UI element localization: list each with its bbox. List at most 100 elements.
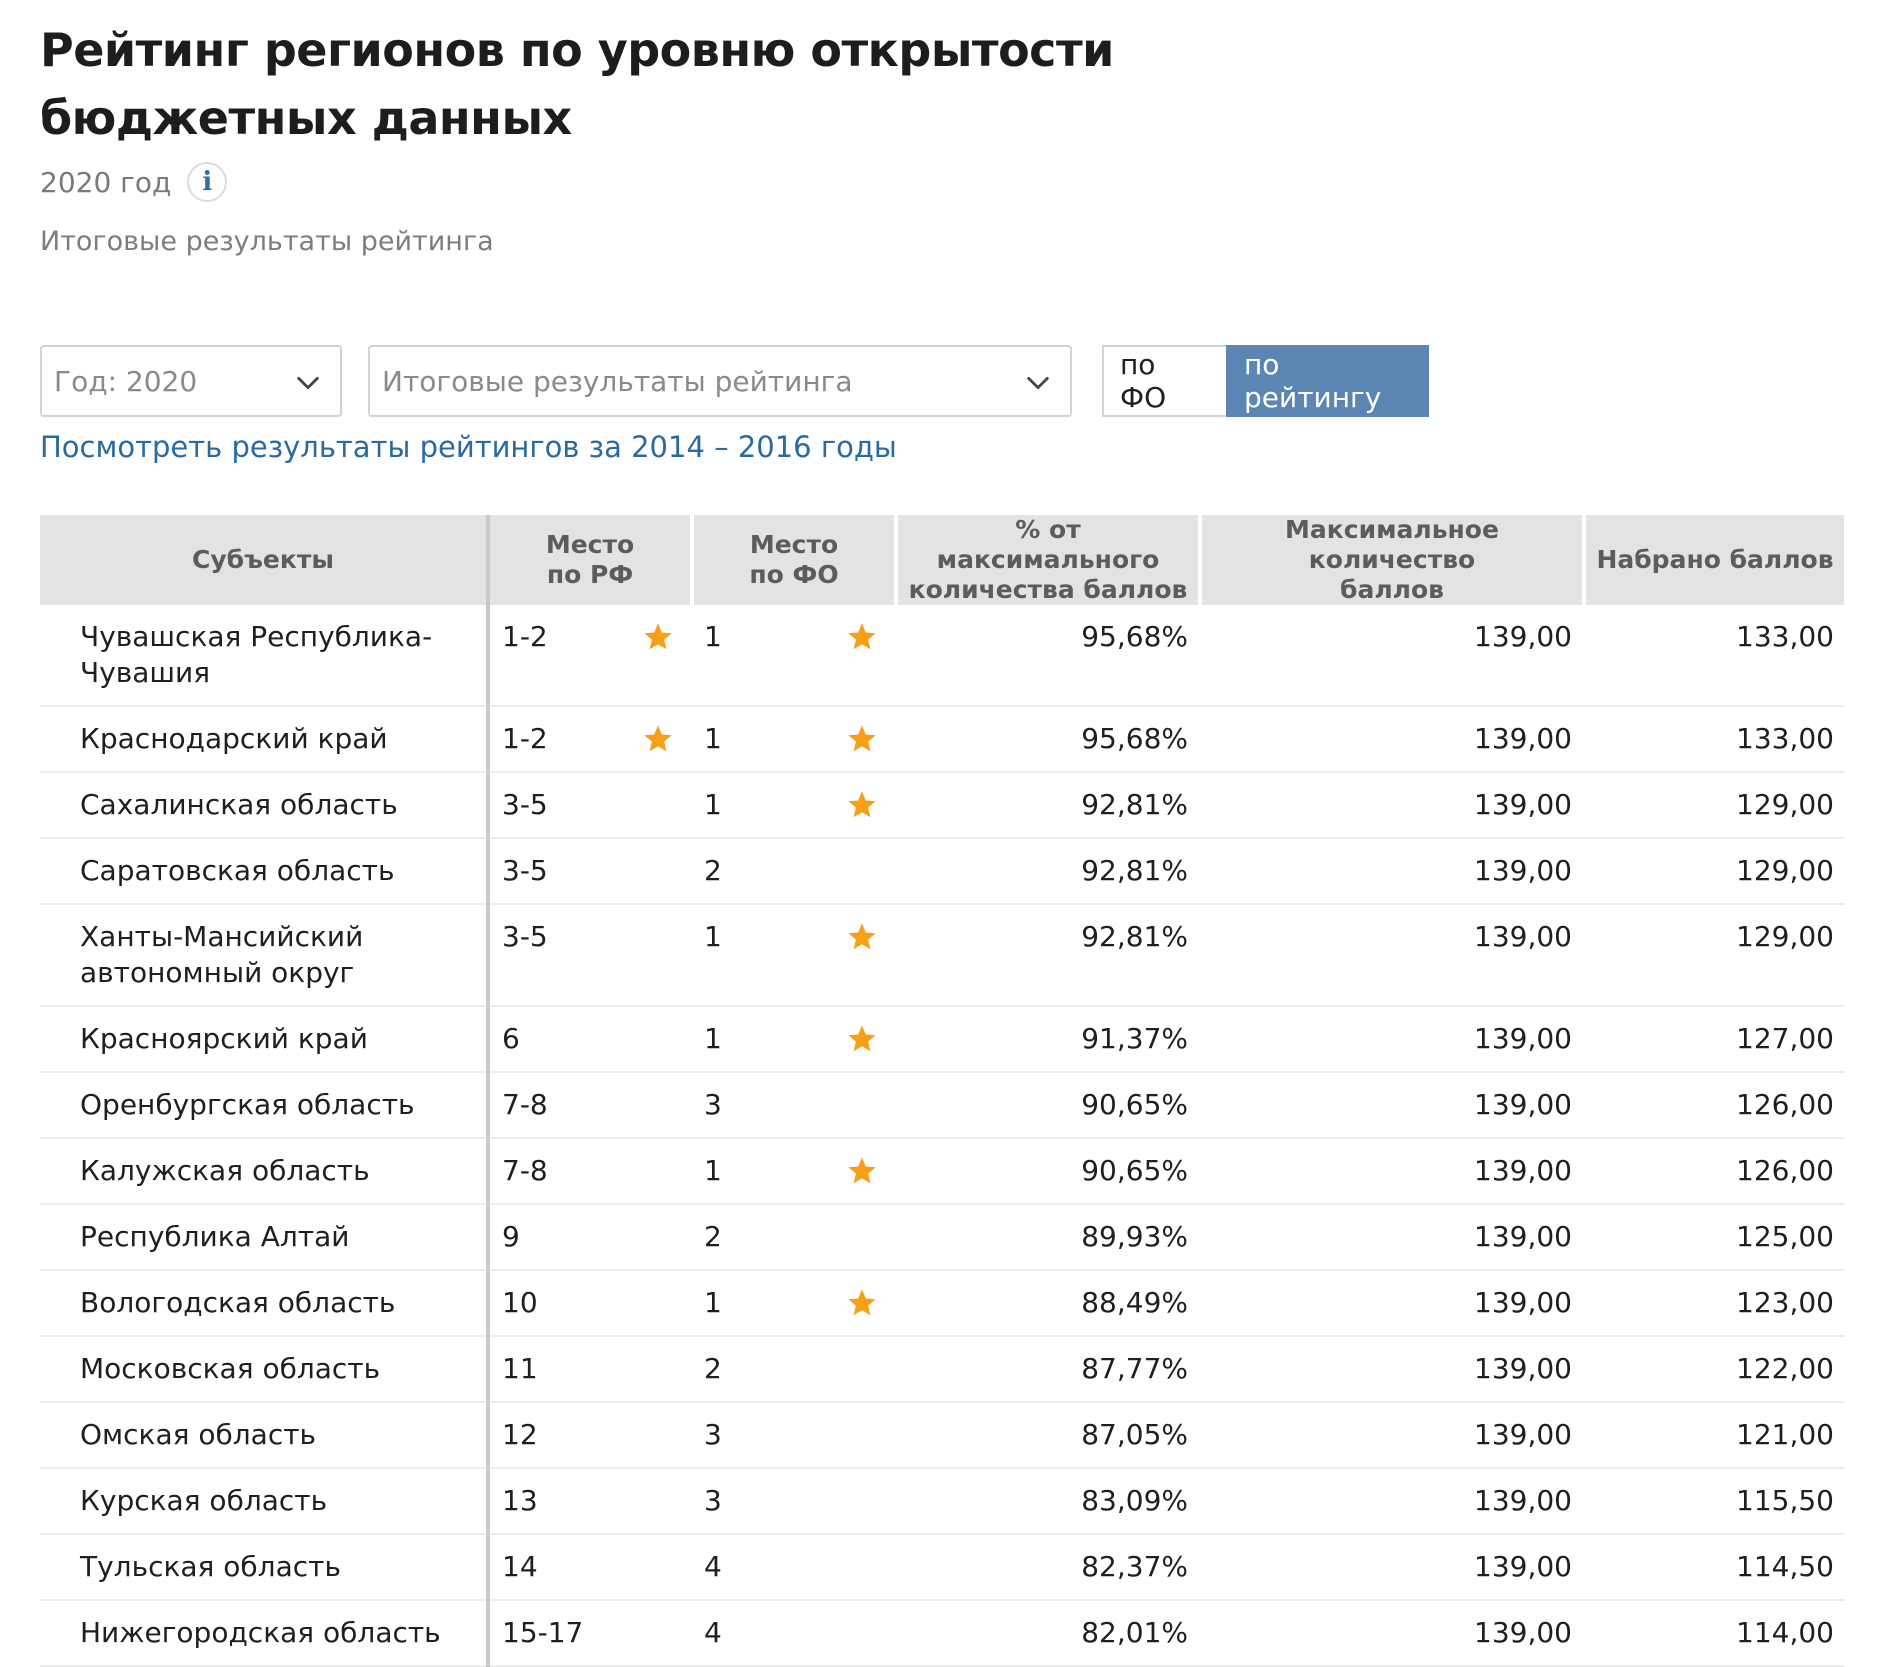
cell-scored: 129,00: [1584, 772, 1844, 839]
cell-max-score: 139,00: [1200, 1270, 1584, 1337]
cell-value-name: Курская область: [80, 1484, 328, 1517]
cell-value-name: Нижегородская область: [80, 1616, 441, 1649]
year-select[interactable]: Год: 2020: [40, 345, 342, 417]
cell-fo-place: 3: [692, 1468, 896, 1535]
cell-percent: 92,81%: [896, 772, 1200, 839]
cell-value-max: 139,00: [1474, 1352, 1572, 1385]
table-row[interactable]: Омская область 12 3 87,05% 139,00 121,00: [40, 1402, 1844, 1469]
cell-percent: 83,09%: [896, 1468, 1200, 1535]
cell-max-score: 139,00: [1200, 1072, 1584, 1139]
cell-fo-place: 1: [692, 1270, 896, 1337]
cell-scored: 129,00: [1584, 904, 1844, 1007]
table-row[interactable]: Ханты-Мансийский автономный округ 3-5 1 …: [40, 904, 1844, 1007]
cell-subject: Тульская область: [40, 1534, 488, 1601]
cell-value-rf: 14: [502, 1550, 538, 1583]
info-icon[interactable]: i: [187, 162, 228, 202]
cell-value-name: Оренбургская область: [80, 1088, 415, 1121]
cell-value-score: 122,00: [1736, 1352, 1834, 1385]
cell-fo-place: 3: [692, 1072, 896, 1139]
chevron-down-icon: [1027, 376, 1049, 390]
cell-rf-place: 12: [486, 1402, 692, 1469]
cell-value-pct: 83,09%: [1081, 1484, 1188, 1517]
cell-value-fo: 1: [704, 788, 722, 821]
cell-value-max: 139,00: [1474, 1088, 1572, 1121]
cell-max-score: 139,00: [1200, 706, 1584, 773]
year-select-value: Год: 2020: [54, 364, 198, 398]
cell-value-fo: 4: [704, 1616, 722, 1649]
cell-value-pct: 92,81%: [1081, 788, 1188, 821]
header-scored[interactable]: Набрано баллов: [1582, 515, 1844, 605]
cell-max-score: 139,00: [1200, 1336, 1584, 1403]
table-row[interactable]: Краснодарский край 1-2 1 95,68% 139,00 1…: [40, 706, 1844, 773]
star-icon: [848, 923, 876, 950]
cell-value-rf: 11: [502, 1352, 538, 1385]
cell-value-pct: 87,77%: [1081, 1352, 1188, 1385]
table-row[interactable]: Республика Алтай 9 2 89,93% 139,00 125,0…: [40, 1204, 1844, 1271]
header-fo-place[interactable]: Место по ФО: [690, 515, 896, 605]
header-rf-place[interactable]: Место по РФ: [486, 515, 692, 605]
cell-rf-place: 6: [486, 1006, 692, 1073]
page-subtitle: Итоговые результаты рейтинга: [40, 226, 494, 257]
cell-fo-place: 4: [692, 1534, 896, 1601]
table-row[interactable]: Курская область 13 3 83,09% 139,00 115,5…: [40, 1468, 1844, 1535]
cell-max-score: 139,00: [1200, 1204, 1584, 1271]
cell-value-pct: 95,68%: [1081, 620, 1188, 653]
table-row[interactable]: Оренбургская область 7-8 3 90,65% 139,00…: [40, 1072, 1844, 1139]
cell-subject: Красноярский край: [40, 1006, 488, 1073]
cell-value-name: Калужская область: [80, 1154, 370, 1187]
cell-fo-place: 1: [692, 706, 896, 773]
cell-value-score: 114,00: [1736, 1616, 1834, 1649]
table-row[interactable]: Московская область 11 2 87,77% 139,00 12…: [40, 1336, 1844, 1403]
table-row[interactable]: Калужская область 7-8 1 90,65% 139,00 12…: [40, 1138, 1844, 1205]
cell-value-name: Омская область: [80, 1418, 317, 1451]
header-percent[interactable]: % от максимального количества баллов: [894, 515, 1200, 605]
cell-max-score: 139,00: [1200, 1138, 1584, 1205]
table-body: Чувашская Республика-Чувашия 1-2 1 95,68…: [40, 605, 1844, 1667]
cell-rf-place: 14: [486, 1534, 692, 1601]
cell-value-name: Московская область: [80, 1352, 381, 1385]
cell-value-pct: 89,93%: [1081, 1220, 1188, 1253]
cell-value-rf: 1-2: [502, 620, 548, 653]
table-row[interactable]: Тульская область 14 4 82,37% 139,00 114,…: [40, 1534, 1844, 1601]
cell-subject: Оренбургская область: [40, 1072, 488, 1139]
table-row[interactable]: Нижегородская область 15-17 4 82,01% 139…: [40, 1600, 1844, 1667]
cell-scored: 121,00: [1584, 1402, 1844, 1469]
cell-value-name: Республика Алтай: [80, 1220, 350, 1253]
cell-rf-place: 11: [486, 1336, 692, 1403]
cell-value-rf: 3-5: [502, 788, 548, 821]
cell-value-pct: 92,81%: [1081, 854, 1188, 887]
cell-scored: 126,00: [1584, 1072, 1844, 1139]
rating-type-select[interactable]: Итоговые результаты рейтинга: [368, 345, 1072, 417]
cell-max-score: 139,00: [1200, 605, 1584, 707]
toggle-by-rating-button[interactable]: по рейтингу: [1226, 345, 1429, 417]
cell-subject: Омская область: [40, 1402, 488, 1469]
cell-value-pct: 87,05%: [1081, 1418, 1188, 1451]
cell-subject: Курская область: [40, 1468, 488, 1535]
cell-scored: 133,00: [1584, 605, 1844, 707]
star-icon: [848, 623, 876, 650]
star-icon: [848, 791, 876, 818]
archive-results-link[interactable]: Посмотреть результаты рейтингов за 2014 …: [40, 430, 897, 464]
toggle-by-fo-button[interactable]: по ФО: [1102, 345, 1226, 417]
header-subjects[interactable]: Субъекты: [40, 515, 488, 605]
cell-rf-place: 3-5: [486, 904, 692, 1007]
cell-value-pct: 90,65%: [1081, 1154, 1188, 1187]
table-header-row: Субъекты Место по РФ Место по ФО % от макс…: [40, 515, 1844, 605]
cell-subject: Вологодская область: [40, 1270, 488, 1337]
table-row[interactable]: Саратовская область 3-5 2 92,81% 139,00 …: [40, 838, 1844, 905]
table-row[interactable]: Красноярский край 6 1 91,37% 139,00 127,…: [40, 1006, 1844, 1073]
cell-value-max: 139,00: [1474, 620, 1572, 653]
cell-rf-place: 9: [486, 1204, 692, 1271]
header-max-score[interactable]: Максимальное количество баллов: [1198, 515, 1584, 605]
cell-value-score: 133,00: [1736, 722, 1834, 755]
cell-value-max: 139,00: [1474, 1418, 1572, 1451]
table-row[interactable]: Чувашская Республика-Чувашия 1-2 1 95,68…: [40, 605, 1844, 707]
table-row[interactable]: Вологодская область 10 1 88,49% 139,00 1…: [40, 1270, 1844, 1337]
cell-value-max: 139,00: [1474, 1616, 1572, 1649]
page-title-line1: Рейтинг регионов по уровню открытости: [40, 23, 1114, 77]
table-row[interactable]: Сахалинская область 3-5 1 92,81% 139,00 …: [40, 772, 1844, 839]
filter-controls: Год: 2020 Итоговые результаты рейтинга п…: [40, 345, 1640, 417]
cell-fo-place: 1: [692, 904, 896, 1007]
cell-percent: 92,81%: [896, 904, 1200, 1007]
cell-percent: 92,81%: [896, 838, 1200, 905]
